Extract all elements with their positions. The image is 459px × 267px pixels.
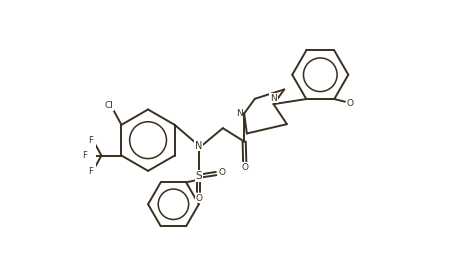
Text: O: O [347, 99, 354, 108]
Text: N: N [270, 94, 277, 103]
Text: N: N [236, 109, 243, 118]
Text: O: O [195, 194, 202, 203]
Text: F: F [88, 167, 93, 175]
Text: S: S [196, 171, 202, 181]
Text: F: F [82, 151, 87, 160]
Text: F: F [88, 136, 93, 144]
Text: Cl: Cl [104, 101, 113, 110]
Text: O: O [218, 168, 225, 177]
Text: N: N [195, 140, 202, 151]
Text: O: O [241, 163, 248, 172]
